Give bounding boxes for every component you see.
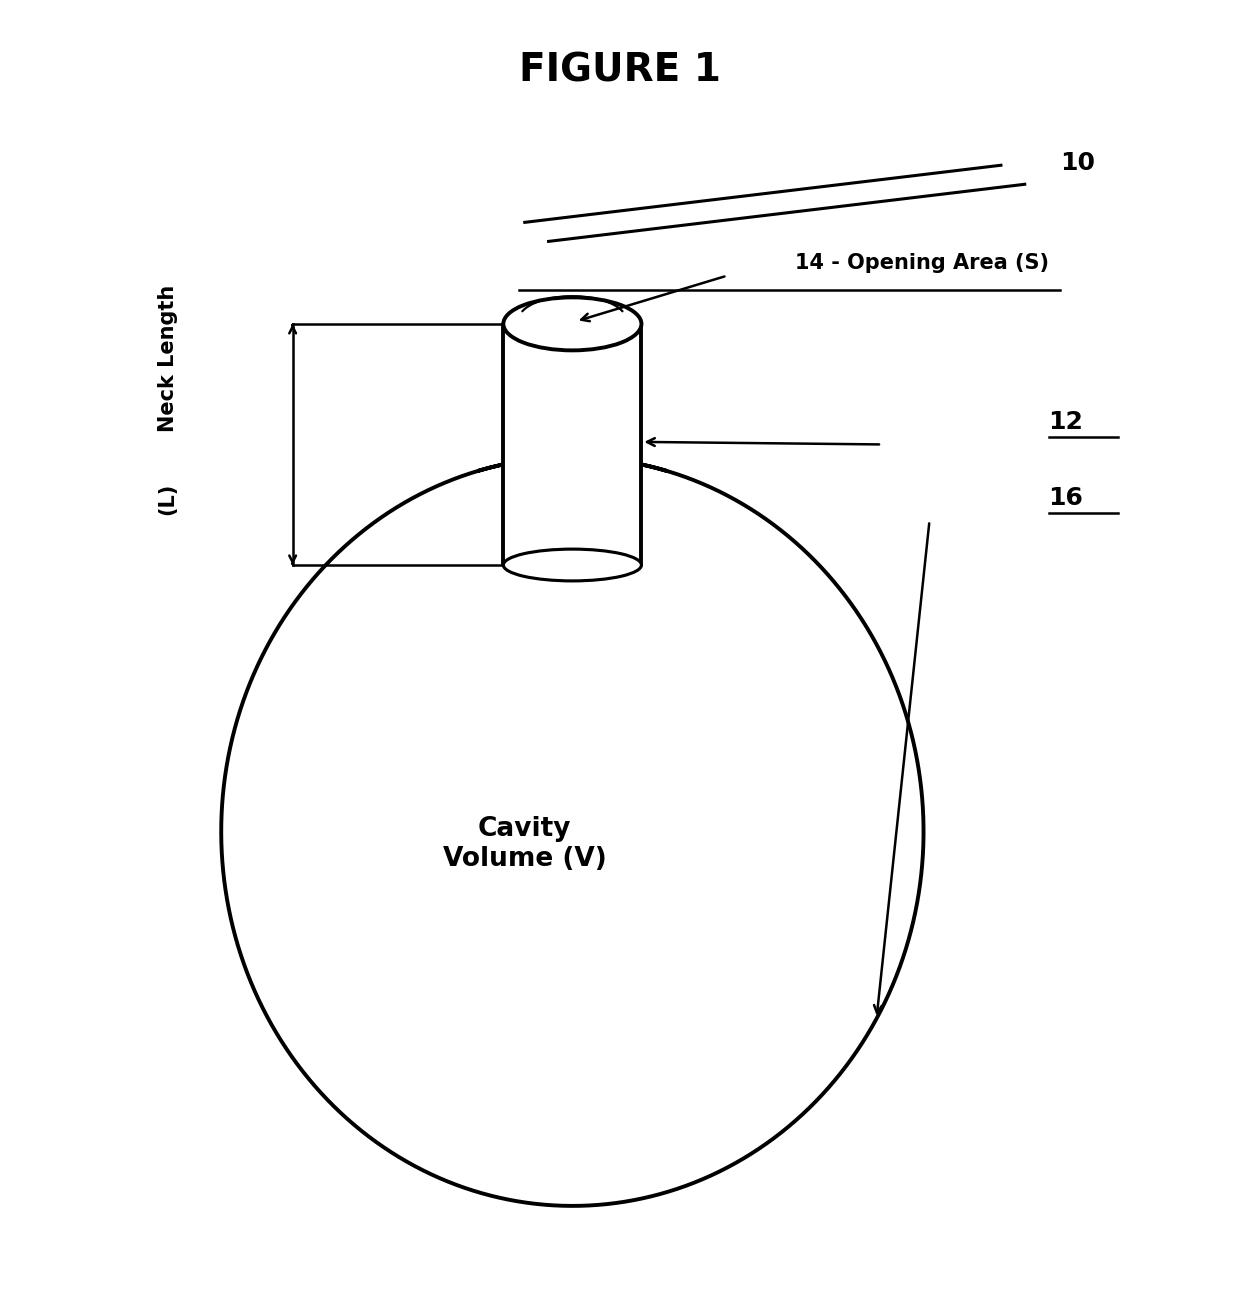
- Text: (L): (L): [157, 483, 177, 515]
- Text: 16: 16: [1049, 487, 1084, 510]
- Text: FIGURE 1: FIGURE 1: [520, 51, 720, 89]
- Ellipse shape: [503, 549, 641, 581]
- Text: Cavity
Volume (V): Cavity Volume (V): [443, 816, 606, 873]
- Bar: [503, 324, 641, 565]
- Text: 10: 10: [1060, 150, 1095, 175]
- Text: 12: 12: [1049, 411, 1084, 434]
- Ellipse shape: [503, 298, 641, 351]
- Text: 14 - Opening Area (S): 14 - Opening Area (S): [795, 253, 1049, 273]
- Text: Neck Length: Neck Length: [157, 285, 177, 431]
- Circle shape: [221, 457, 924, 1206]
